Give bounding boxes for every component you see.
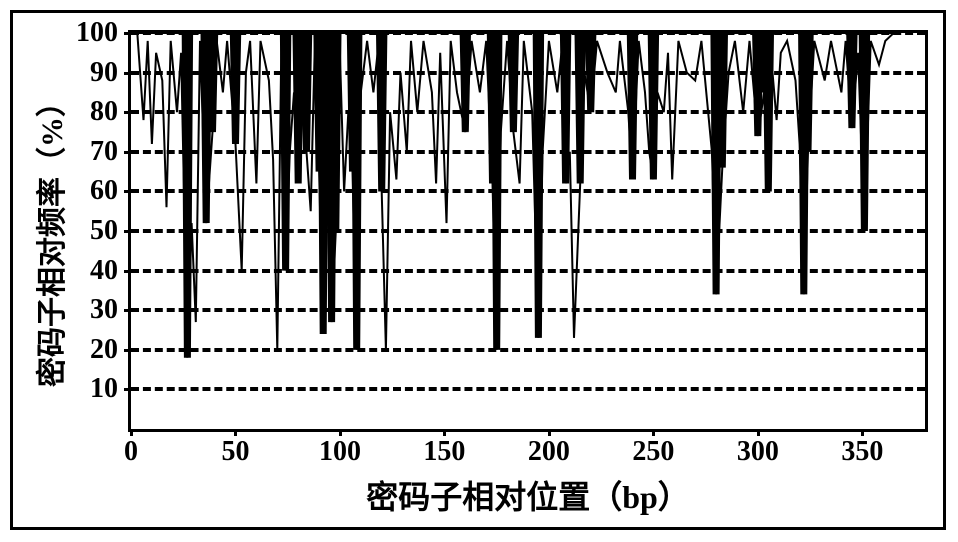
y-tick-mark (124, 270, 131, 273)
x-tick-label: 250 (623, 436, 683, 468)
y-tick-label: 40 (66, 255, 118, 287)
grid-line (131, 348, 925, 352)
x-tick-label: 350 (832, 436, 892, 468)
y-tick-mark (124, 309, 131, 312)
chart-container: 密码子相对频率（%） 密码子相对位置（bp） 10 20 30 40 50 60 70 80 9… (0, 0, 958, 542)
grid-line (131, 387, 925, 391)
y-tick-mark (124, 32, 131, 35)
grid-line (131, 229, 925, 233)
x-tick-label: 300 (728, 436, 788, 468)
y-tick-mark (124, 230, 131, 233)
y-tick-label: 60 (66, 175, 118, 207)
y-tick-mark (124, 111, 131, 114)
y-tick-label: 50 (66, 215, 118, 247)
x-tick-mark (548, 429, 551, 436)
x-tick-mark (652, 429, 655, 436)
grid-line (131, 189, 925, 193)
x-tick-mark (130, 429, 133, 436)
y-tick-label: 80 (66, 96, 118, 128)
y-tick-mark (124, 190, 131, 193)
y-tick-label: 90 (66, 57, 118, 89)
y-tick-label: 20 (66, 334, 118, 366)
grid-line (131, 31, 925, 35)
y-axis-label: 密码子相对频率（%） (27, 72, 71, 402)
x-tick-label: 200 (519, 436, 579, 468)
x-tick-label: 0 (101, 436, 161, 468)
x-tick-label: 100 (310, 436, 370, 468)
y-tick-label: 10 (66, 373, 118, 405)
x-tick-mark (443, 429, 446, 436)
y-tick-label: 100 (66, 17, 118, 49)
x-tick-mark (861, 429, 864, 436)
grid-line (131, 150, 925, 154)
x-tick-mark (234, 429, 237, 436)
x-tick-label: 50 (205, 436, 265, 468)
grid-line (131, 269, 925, 273)
x-tick-mark (757, 429, 760, 436)
grid-line (131, 71, 925, 75)
y-tick-mark (124, 151, 131, 154)
y-tick-mark (124, 388, 131, 391)
x-axis-label: 密码子相对位置（bp） (128, 472, 928, 518)
y-tick-label: 70 (66, 136, 118, 168)
x-tick-label: 150 (414, 436, 474, 468)
plot-area (128, 30, 928, 432)
x-tick-mark (339, 429, 342, 436)
grid-line (131, 110, 925, 114)
y-tick-label: 30 (66, 294, 118, 326)
grid-line (131, 308, 925, 312)
y-tick-mark (124, 72, 131, 75)
y-tick-mark (124, 349, 131, 352)
